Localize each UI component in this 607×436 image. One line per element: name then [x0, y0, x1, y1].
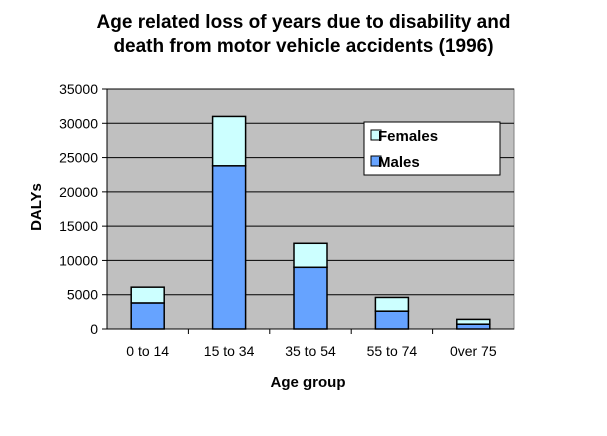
y-tick-label: 0: [90, 321, 98, 337]
bar-females: [374, 296, 410, 312]
y-tick-label: 30000: [59, 115, 98, 131]
x-axis-label: Age group: [271, 374, 346, 391]
x-tick-label: 55 to 74: [367, 343, 418, 359]
bars: [130, 115, 491, 330]
y-tick-label: 10000: [59, 252, 98, 268]
bar-females: [293, 242, 328, 269]
legend-swatch-males: [370, 155, 382, 167]
legend-label-females: Females: [378, 128, 438, 145]
y-tick-label: 35000: [59, 81, 98, 97]
y-axis-label: DALYs: [28, 183, 45, 231]
legend-swatch-females: [370, 129, 382, 141]
x-tick-label: 35 to 54: [285, 343, 336, 359]
x-tick-label: 0ver 75: [450, 343, 497, 359]
bar-females: [130, 286, 165, 304]
bar-males: [374, 310, 410, 330]
chart-title-line-2: death from motor vehicle accidents (1996…: [113, 36, 494, 57]
y-tick-label: 5000: [67, 287, 98, 303]
bar-females: [211, 115, 247, 167]
legend: Females Males: [363, 121, 501, 176]
x-tick-label: 0 to 14: [126, 343, 169, 359]
y-tick-label: 20000: [59, 184, 98, 200]
bar-males: [211, 165, 247, 330]
legend-box: [363, 121, 501, 176]
y-tick-label: 25000: [59, 150, 98, 166]
x-tick-label: 15 to 34: [204, 343, 255, 359]
y-tick-label: 15000: [59, 218, 98, 234]
chart-title-line-1: Age related loss of years due to disabil…: [96, 12, 511, 33]
bar-males: [130, 302, 165, 330]
bar-males: [293, 266, 328, 330]
legend-label-males: Males: [378, 154, 420, 171]
bar-females: [456, 318, 491, 325]
axes: 0 5000 10000 15000 20000 25000 30000 35000 0 to …: [59, 81, 514, 359]
